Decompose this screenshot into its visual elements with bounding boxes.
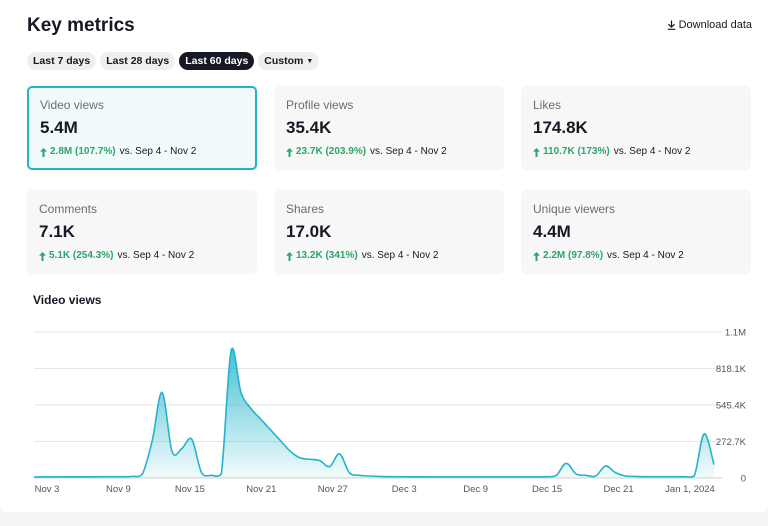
download-data-label: Download data bbox=[678, 19, 752, 31]
y-tick-label: 272.7K bbox=[716, 437, 747, 448]
metric-card-video-views[interactable]: Video views 5.4M 2.8M (107.7%) vs. Sep 4… bbox=[27, 86, 257, 170]
custom-range-dropdown[interactable]: Custom ▼ bbox=[258, 52, 320, 70]
metric-label: Unique viewers bbox=[533, 202, 616, 216]
metric-card-likes[interactable]: Likes 174.8K 110.7K (173%) vs. Sep 4 - N… bbox=[521, 86, 751, 170]
metric-value: 174.8K bbox=[533, 118, 588, 137]
metric-compare-period: vs. Sep 4 - Nov 2 bbox=[613, 146, 691, 157]
metric-label: Shares bbox=[286, 202, 325, 216]
metric-change-value: 2.8M (107.7%) bbox=[50, 146, 116, 157]
metric-change-value: 110.7K (173%) bbox=[543, 146, 610, 157]
metric-value: 35.4K bbox=[286, 118, 332, 137]
date-range-tabs: Last 7 days Last 28 days Last 60 days Cu… bbox=[27, 52, 320, 70]
metric-card-shares[interactable]: Shares 17.0K 13.2K (341%) vs. Sep 4 - No… bbox=[274, 190, 504, 274]
metric-compare-period: vs. Sep 4 - Nov 2 bbox=[361, 250, 439, 261]
tab-last-7-days[interactable]: Last 7 days bbox=[27, 52, 97, 70]
x-tick-label: Dec 15 bbox=[532, 484, 562, 495]
metric-value: 17.0K bbox=[286, 222, 332, 241]
metric-change-value: 23.7K (203.9%) bbox=[296, 146, 367, 157]
tab-label: Last 28 days bbox=[106, 55, 170, 67]
metric-compare-period: vs. Sep 4 - Nov 2 bbox=[607, 250, 684, 261]
arrow-up-icon bbox=[39, 251, 46, 261]
tab-label: Custom bbox=[264, 55, 304, 67]
y-tick-label: 545.4K bbox=[716, 401, 747, 412]
x-tick-label: Jan 1, 2024 bbox=[665, 484, 715, 495]
download-data-button[interactable]: Download data bbox=[667, 19, 752, 31]
metric-card-unique-viewers[interactable]: Unique viewers 4.4M 2.2M (97.8%) vs. Sep… bbox=[521, 190, 751, 274]
page-title: Key metrics bbox=[27, 15, 135, 36]
metric-compare-period: vs. Sep 4 - Nov 2 bbox=[117, 250, 195, 261]
metric-change: 5.1K (254.3%) vs. Sep 4 - Nov 2 bbox=[39, 250, 245, 262]
y-tick-label: 0 bbox=[741, 474, 746, 485]
metric-card-profile-views[interactable]: Profile views 35.4K 23.7K (203.9%) vs. S… bbox=[274, 86, 504, 170]
metric-change: 2.2M (97.8%) vs. Sep 4 - Nov 2 bbox=[533, 250, 739, 262]
metric-change-value: 13.2K (341%) bbox=[296, 250, 358, 261]
x-tick-label: Nov 9 bbox=[106, 484, 131, 495]
metric-label: Video views bbox=[40, 98, 104, 112]
x-tick-label: Dec 3 bbox=[392, 484, 417, 495]
tab-last-60-days[interactable]: Last 60 days bbox=[179, 52, 255, 70]
tab-label: Last 60 days bbox=[185, 55, 249, 67]
metric-label: Comments bbox=[39, 202, 98, 216]
caret-down-icon: ▼ bbox=[306, 57, 314, 65]
metric-label: Likes bbox=[533, 98, 562, 112]
metric-label: Profile views bbox=[286, 98, 354, 112]
area-fill bbox=[34, 348, 714, 478]
series-line bbox=[34, 347, 715, 478]
metric-compare-period: vs. Sep 4 - Nov 2 bbox=[370, 146, 447, 157]
metric-change: 110.7K (173%) vs. Sep 4 - Nov 2 bbox=[533, 146, 739, 158]
metric-value: 4.4M bbox=[533, 222, 571, 241]
y-tick-label: 818.1K bbox=[716, 364, 747, 375]
download-icon bbox=[667, 20, 675, 30]
chart-title: Video views bbox=[33, 293, 102, 307]
metric-change-value: 5.1K (254.3%) bbox=[49, 250, 114, 261]
tab-label: Last 7 days bbox=[33, 55, 91, 67]
key-metrics-panel: Key metrics Download data Last 7 days La… bbox=[0, 0, 768, 512]
x-tick-label: Nov 21 bbox=[246, 484, 276, 495]
metric-card-comments[interactable]: Comments 7.1K 5.1K (254.3%) vs. Sep 4 - … bbox=[27, 190, 257, 274]
x-tick-label: Dec 21 bbox=[604, 484, 634, 495]
x-tick-label: Nov 15 bbox=[175, 484, 205, 495]
x-tick-label: Nov 3 bbox=[35, 484, 60, 495]
x-tick-label: Nov 27 bbox=[318, 484, 348, 495]
arrow-up-icon bbox=[533, 147, 540, 157]
metric-value: 7.1K bbox=[39, 222, 75, 241]
metric-compare-period: vs. Sep 4 - Nov 2 bbox=[119, 146, 197, 157]
tab-last-28-days[interactable]: Last 28 days bbox=[100, 52, 176, 70]
metric-change: 2.8M (107.7%) vs. Sep 4 - Nov 2 bbox=[40, 146, 244, 158]
metric-change: 23.7K (203.9%) vs. Sep 4 - Nov 2 bbox=[286, 146, 492, 158]
arrow-up-icon bbox=[40, 147, 47, 157]
metric-value: 5.4M bbox=[40, 118, 78, 137]
y-tick-label: 1.1M bbox=[725, 328, 746, 339]
arrow-up-icon bbox=[286, 147, 293, 157]
arrow-up-icon bbox=[286, 251, 293, 261]
x-tick-label: Dec 9 bbox=[463, 484, 488, 495]
metric-change: 13.2K (341%) vs. Sep 4 - Nov 2 bbox=[286, 250, 492, 262]
arrow-up-icon bbox=[533, 251, 540, 261]
metric-change-value: 2.2M (97.8%) bbox=[543, 250, 604, 261]
